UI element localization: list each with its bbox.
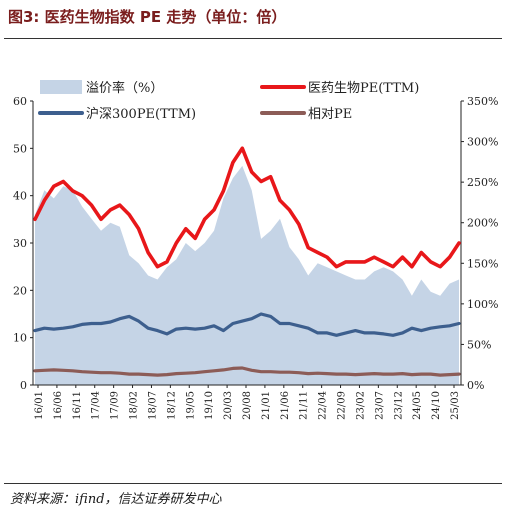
x-tick-label: 23/02 [355, 391, 366, 420]
chart-title: 图3: 医药生物指数 PE 走势（单位：倍） [8, 8, 287, 26]
right-tick-label: 50% [467, 338, 491, 351]
legend-label: 相对PE [308, 107, 352, 122]
right-tick-label: 300% [467, 136, 498, 149]
x-tick-label: 16/06 [53, 391, 64, 420]
x-tick-label: 22/09 [337, 391, 348, 420]
legend-label: 医药生物PE(TTM) [308, 81, 419, 96]
bottom-rule [4, 483, 502, 484]
top-rule [4, 38, 502, 39]
left-tick-label: 10 [13, 332, 27, 345]
source-note: 资料来源：ifind，信达证券研发中心 [10, 492, 222, 507]
x-tick-label: 19/05 [185, 391, 196, 420]
x-tick-label: 23/07 [374, 391, 385, 420]
x-tick-label: 22/04 [318, 391, 329, 420]
premium-rate-area [35, 165, 459, 385]
x-tick-label: 18/02 [129, 391, 140, 420]
x-tick-label: 21/01 [261, 391, 272, 420]
right-tick-label: 200% [467, 217, 498, 230]
right-tick-label: 250% [467, 176, 498, 189]
x-tick-label: 18/07 [147, 391, 158, 420]
left-tick-label: 20 [13, 284, 27, 297]
x-tick-label: 21/11 [299, 391, 310, 420]
left-tick-label: 60 [13, 95, 27, 108]
series-line [33, 146, 461, 269]
x-tick-label: 19/10 [204, 391, 215, 420]
x-tick-label: 24/05 [412, 391, 423, 420]
x-tick-label: 17/04 [91, 391, 102, 420]
left-tick-label: 30 [13, 237, 27, 250]
x-tick-label: 18/12 [166, 391, 177, 420]
x-tick-label: 21/06 [280, 391, 291, 420]
x-tick-label: 17/09 [110, 391, 121, 420]
x-tick-label: 16/11 [72, 391, 83, 420]
x-tick-label: 25/03 [450, 391, 461, 420]
x-tick-label: 20/03 [223, 391, 234, 420]
series-line [33, 366, 461, 377]
right-tick-label: 350% [467, 95, 498, 108]
pe-trend-chart: 0 10 20 30 40 50 60 0% 50% 100% 150% 200% 250% 300% 35… [13, 80, 498, 420]
legend: 溢价率（%） 医药生物PE(TTM) 沪深300PE(TTM) 相对PE [38, 80, 419, 122]
axes: 0 10 20 30 40 50 60 0% 50% 100% 150% 200% 250% 300% 35… [13, 95, 498, 420]
left-tick-label: 0 [20, 379, 27, 392]
left-tick-label: 50 [13, 142, 27, 155]
right-tick-label: 100% [467, 298, 498, 311]
x-tick-label: 23/12 [393, 391, 404, 420]
right-tick-label: 0% [467, 379, 484, 392]
series-line [33, 312, 461, 337]
right-tick-label: 150% [467, 257, 498, 270]
x-tick-label: 20/08 [242, 391, 253, 420]
legend-label: 沪深300PE(TTM) [86, 106, 196, 122]
legend-label: 溢价率（%） [86, 80, 163, 96]
x-tick-label: 24/10 [431, 391, 442, 420]
x-tick-label: 16/01 [34, 391, 45, 420]
left-tick-label: 40 [13, 190, 27, 203]
legend-swatch [40, 80, 82, 94]
series-lines [33, 146, 461, 377]
premium-area-layer [35, 165, 459, 385]
